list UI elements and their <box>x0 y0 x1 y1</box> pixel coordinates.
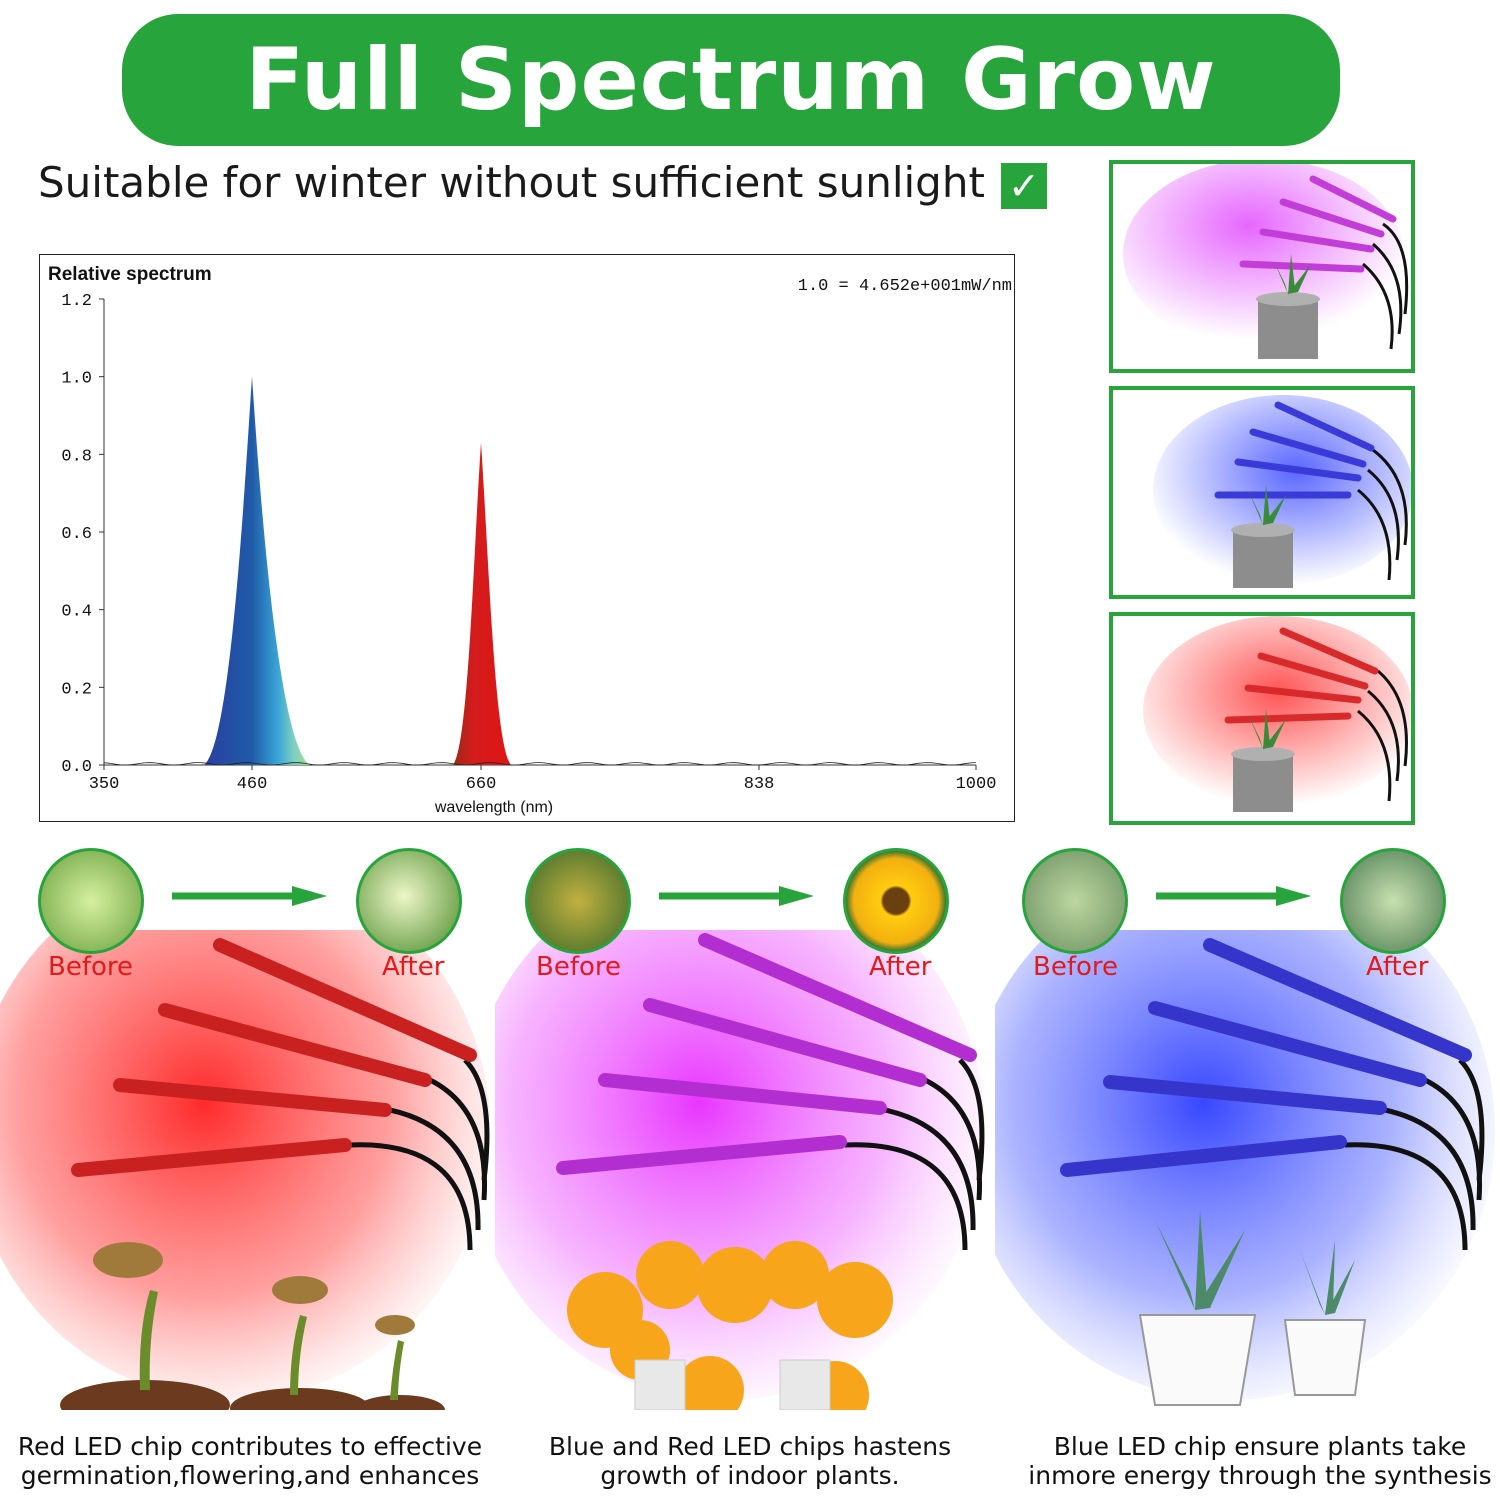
y-tick-label: 1.2 <box>61 292 92 311</box>
blue-light-illustration <box>965 860 1495 1406</box>
before-image-1 <box>38 848 144 954</box>
grow-light-blue-illustration <box>1153 395 1411 588</box>
x-tick-label: 1000 <box>956 775 997 794</box>
after-label-1: After <box>382 952 445 982</box>
caption-purple-line1: Blue and Red LED chips hastens <box>548 1432 952 1461</box>
before-label-1: Before <box>48 952 134 982</box>
x-axis-label: wavelength (nm) <box>434 799 553 816</box>
panel-purple <box>465 860 995 1429</box>
caption-red-line1: Red LED chip contributes to effective <box>17 1432 483 1461</box>
after-image-3 <box>1340 848 1446 954</box>
before-image-2 <box>525 848 631 954</box>
y-tick-label: 0.2 <box>61 680 92 699</box>
spectrum-peak-460 <box>204 376 310 765</box>
spectrum-chart-svg: Relative spectrum 1.0 = 4.652e+001mW/nm … <box>48 264 1012 816</box>
check-icon: ✓ <box>1000 162 1047 209</box>
grow-light-purple-illustration <box>1123 164 1409 359</box>
y-tick-label: 1.0 <box>61 370 92 389</box>
spectrum-peak-660 <box>453 442 511 765</box>
arrow-icon <box>1156 884 1311 912</box>
caption-purple: Blue and Red LED chips hastens growth of… <box>510 1432 990 1490</box>
spectrum-chart: Relative spectrum 1.0 = 4.652e+001mW/nm … <box>39 254 1015 822</box>
x-tick-label: 350 <box>89 775 120 794</box>
after-image-2 <box>843 848 949 954</box>
before-label-3: Before <box>1033 952 1119 982</box>
grow-light-red-illustration <box>1143 616 1411 812</box>
spectrum-baseline <box>103 762 977 766</box>
after-image-1 <box>356 848 462 954</box>
y-tick-label: 0.4 <box>61 603 92 622</box>
after-label-2: After <box>869 952 932 982</box>
thumbnail-red <box>1109 612 1415 825</box>
caption-blue-line1: Blue LED chip ensure plants take <box>1053 1432 1467 1461</box>
after-label-3: After <box>1366 952 1429 982</box>
thumbnail-purple <box>1109 160 1415 373</box>
thumbnail-blue <box>1109 386 1415 599</box>
title-banner: Full Spectrum Grow Light <box>122 14 1340 262</box>
x-tick-label: 838 <box>744 775 775 794</box>
arrow-icon <box>172 884 327 912</box>
before-image-3 <box>1022 848 1128 954</box>
chart-title: Relative spectrum <box>48 264 212 285</box>
x-tick-label: 460 <box>237 775 268 794</box>
panel-red <box>0 860 500 1430</box>
caption-red-line2: germination,flowering,and enhances <box>20 1461 480 1490</box>
caption-purple-line2: growth of indoor plants. <box>600 1461 900 1490</box>
y-tick-label: 0.6 <box>61 525 92 544</box>
y-tick-label: 0.0 <box>61 758 92 777</box>
purple-light-illustration <box>465 860 985 1429</box>
caption-red: Red LED chip contributes to effective ge… <box>10 1432 490 1490</box>
caption-blue: Blue LED chip ensure plants take inmore … <box>1020 1432 1500 1490</box>
page-title: Full Spectrum Grow Light <box>245 30 1217 262</box>
y-tick-label: 0.8 <box>61 447 92 466</box>
before-label-2: Before <box>536 952 622 982</box>
red-light-illustration <box>0 860 490 1430</box>
subtitle-text: Suitable for winter without sufficient s… <box>38 158 985 207</box>
chart-annotation: 1.0 = 4.652e+001mW/nm <box>798 277 1012 296</box>
caption-blue-line2: inmore energy through the synthesis <box>1028 1461 1492 1490</box>
subtitle: Suitable for winter without sufficient s… <box>38 152 1047 214</box>
arrow-icon <box>659 884 814 912</box>
x-tick-label: 660 <box>466 775 497 794</box>
panel-blue <box>965 860 1495 1410</box>
